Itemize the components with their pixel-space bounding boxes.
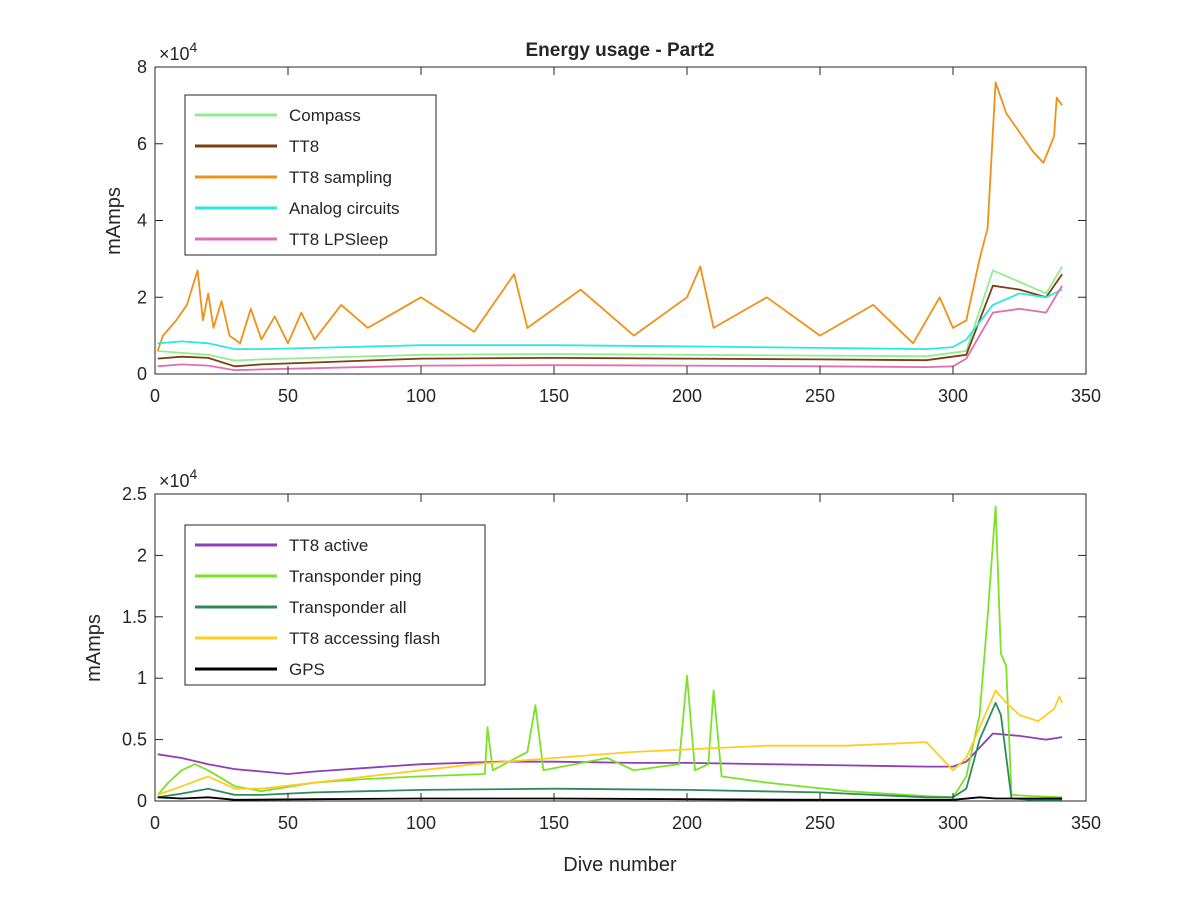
top-chart-series-3-line <box>157 288 1063 350</box>
bottom-chart-legend-label: Transponder all <box>289 598 407 617</box>
top-chart-y-exponent: ×104 <box>159 39 198 64</box>
bottom-chart-series-1-line <box>157 505 1063 799</box>
bottom-chart-y-exponent: ×104 <box>159 466 198 491</box>
top-chart-xtick-label: 100 <box>406 386 436 406</box>
top-chart-xtick-label: 150 <box>539 386 569 406</box>
top-chart-ylabel: mAmps <box>103 187 125 255</box>
bottom-chart-legend-label: Transponder ping <box>289 567 422 586</box>
bottom-chart-legend-label: TT8 accessing flash <box>289 629 440 648</box>
bottom-chart-xtick-label: 200 <box>672 813 702 833</box>
bottom-chart-xlabel: Dive number <box>563 854 677 876</box>
top-chart-xtick-label: 250 <box>805 386 835 406</box>
bottom-chart-ytick-label: 0 <box>137 791 147 811</box>
bottom-chart-ytick-label: 2.5 <box>122 484 147 504</box>
top-chart-series-2-line <box>156 81 1063 352</box>
top-chart: 0 50 100 150 200 250 300 350 0 2 4 6 8 ×104 mAmps Co… <box>103 39 1101 406</box>
bottom-chart: 0 50 100 150 200 250 300 350 0 0.5 1 1.5 2 2.5 ×104 m… <box>83 466 1101 876</box>
bottom-chart-xtick-label: 100 <box>406 813 436 833</box>
top-chart-ytick-label: 0 <box>137 364 147 384</box>
bottom-chart-xtick-label: 350 <box>1071 813 1101 833</box>
bottom-chart-xtick-label: 0 <box>150 813 160 833</box>
top-chart-legend-label: TT8 <box>289 137 319 156</box>
top-chart-ytick-label: 2 <box>137 287 147 307</box>
top-chart-series-4-line <box>157 285 1063 372</box>
top-chart-xtick-label: 350 <box>1071 386 1101 406</box>
top-chart-legend-label: TT8 LPSleep <box>289 230 388 249</box>
chart-title: Energy usage - Part2 <box>525 40 714 61</box>
bottom-chart-series-0-line <box>157 732 1063 775</box>
bottom-chart-xtick-label: 150 <box>539 813 569 833</box>
bottom-chart-ylabel: mAmps <box>83 614 105 682</box>
top-chart-legend-label: Compass <box>289 106 361 125</box>
bottom-chart-ytick-label: 0.5 <box>122 730 147 750</box>
top-chart-xtick-label: 200 <box>672 386 702 406</box>
top-chart-series-0-line <box>157 266 1063 362</box>
bottom-chart-ytick-label: 1 <box>137 668 147 688</box>
top-chart-legend <box>184 94 437 256</box>
bottom-chart-series-3-line <box>157 689 1063 796</box>
bottom-chart-legend <box>184 524 486 686</box>
top-chart-legend-label: TT8 sampling <box>289 168 392 187</box>
top-chart-series-1-line <box>157 273 1063 368</box>
top-chart-ytick-label: 6 <box>137 134 147 154</box>
top-chart-legend-label: Analog circuits <box>289 199 400 218</box>
top-chart-xtick-label: 300 <box>938 386 968 406</box>
bottom-chart-ytick-label: 2 <box>137 545 147 565</box>
bottom-chart-series-2-line <box>157 701 1063 801</box>
bottom-chart-legend-label: TT8 active <box>289 536 368 555</box>
bottom-chart-xtick-label: 250 <box>805 813 835 833</box>
bottom-chart-ytick-label: 1.5 <box>122 607 147 627</box>
top-chart-xtick-label: 0 <box>150 386 160 406</box>
top-chart-xtick-label: 50 <box>278 386 298 406</box>
bottom-chart-legend-label: GPS <box>289 660 325 679</box>
bottom-chart-xtick-label: 300 <box>938 813 968 833</box>
bottom-chart-xtick-label: 50 <box>278 813 298 833</box>
top-chart-ytick-label: 8 <box>137 57 147 77</box>
top-chart-ytick-label: 4 <box>137 211 147 231</box>
